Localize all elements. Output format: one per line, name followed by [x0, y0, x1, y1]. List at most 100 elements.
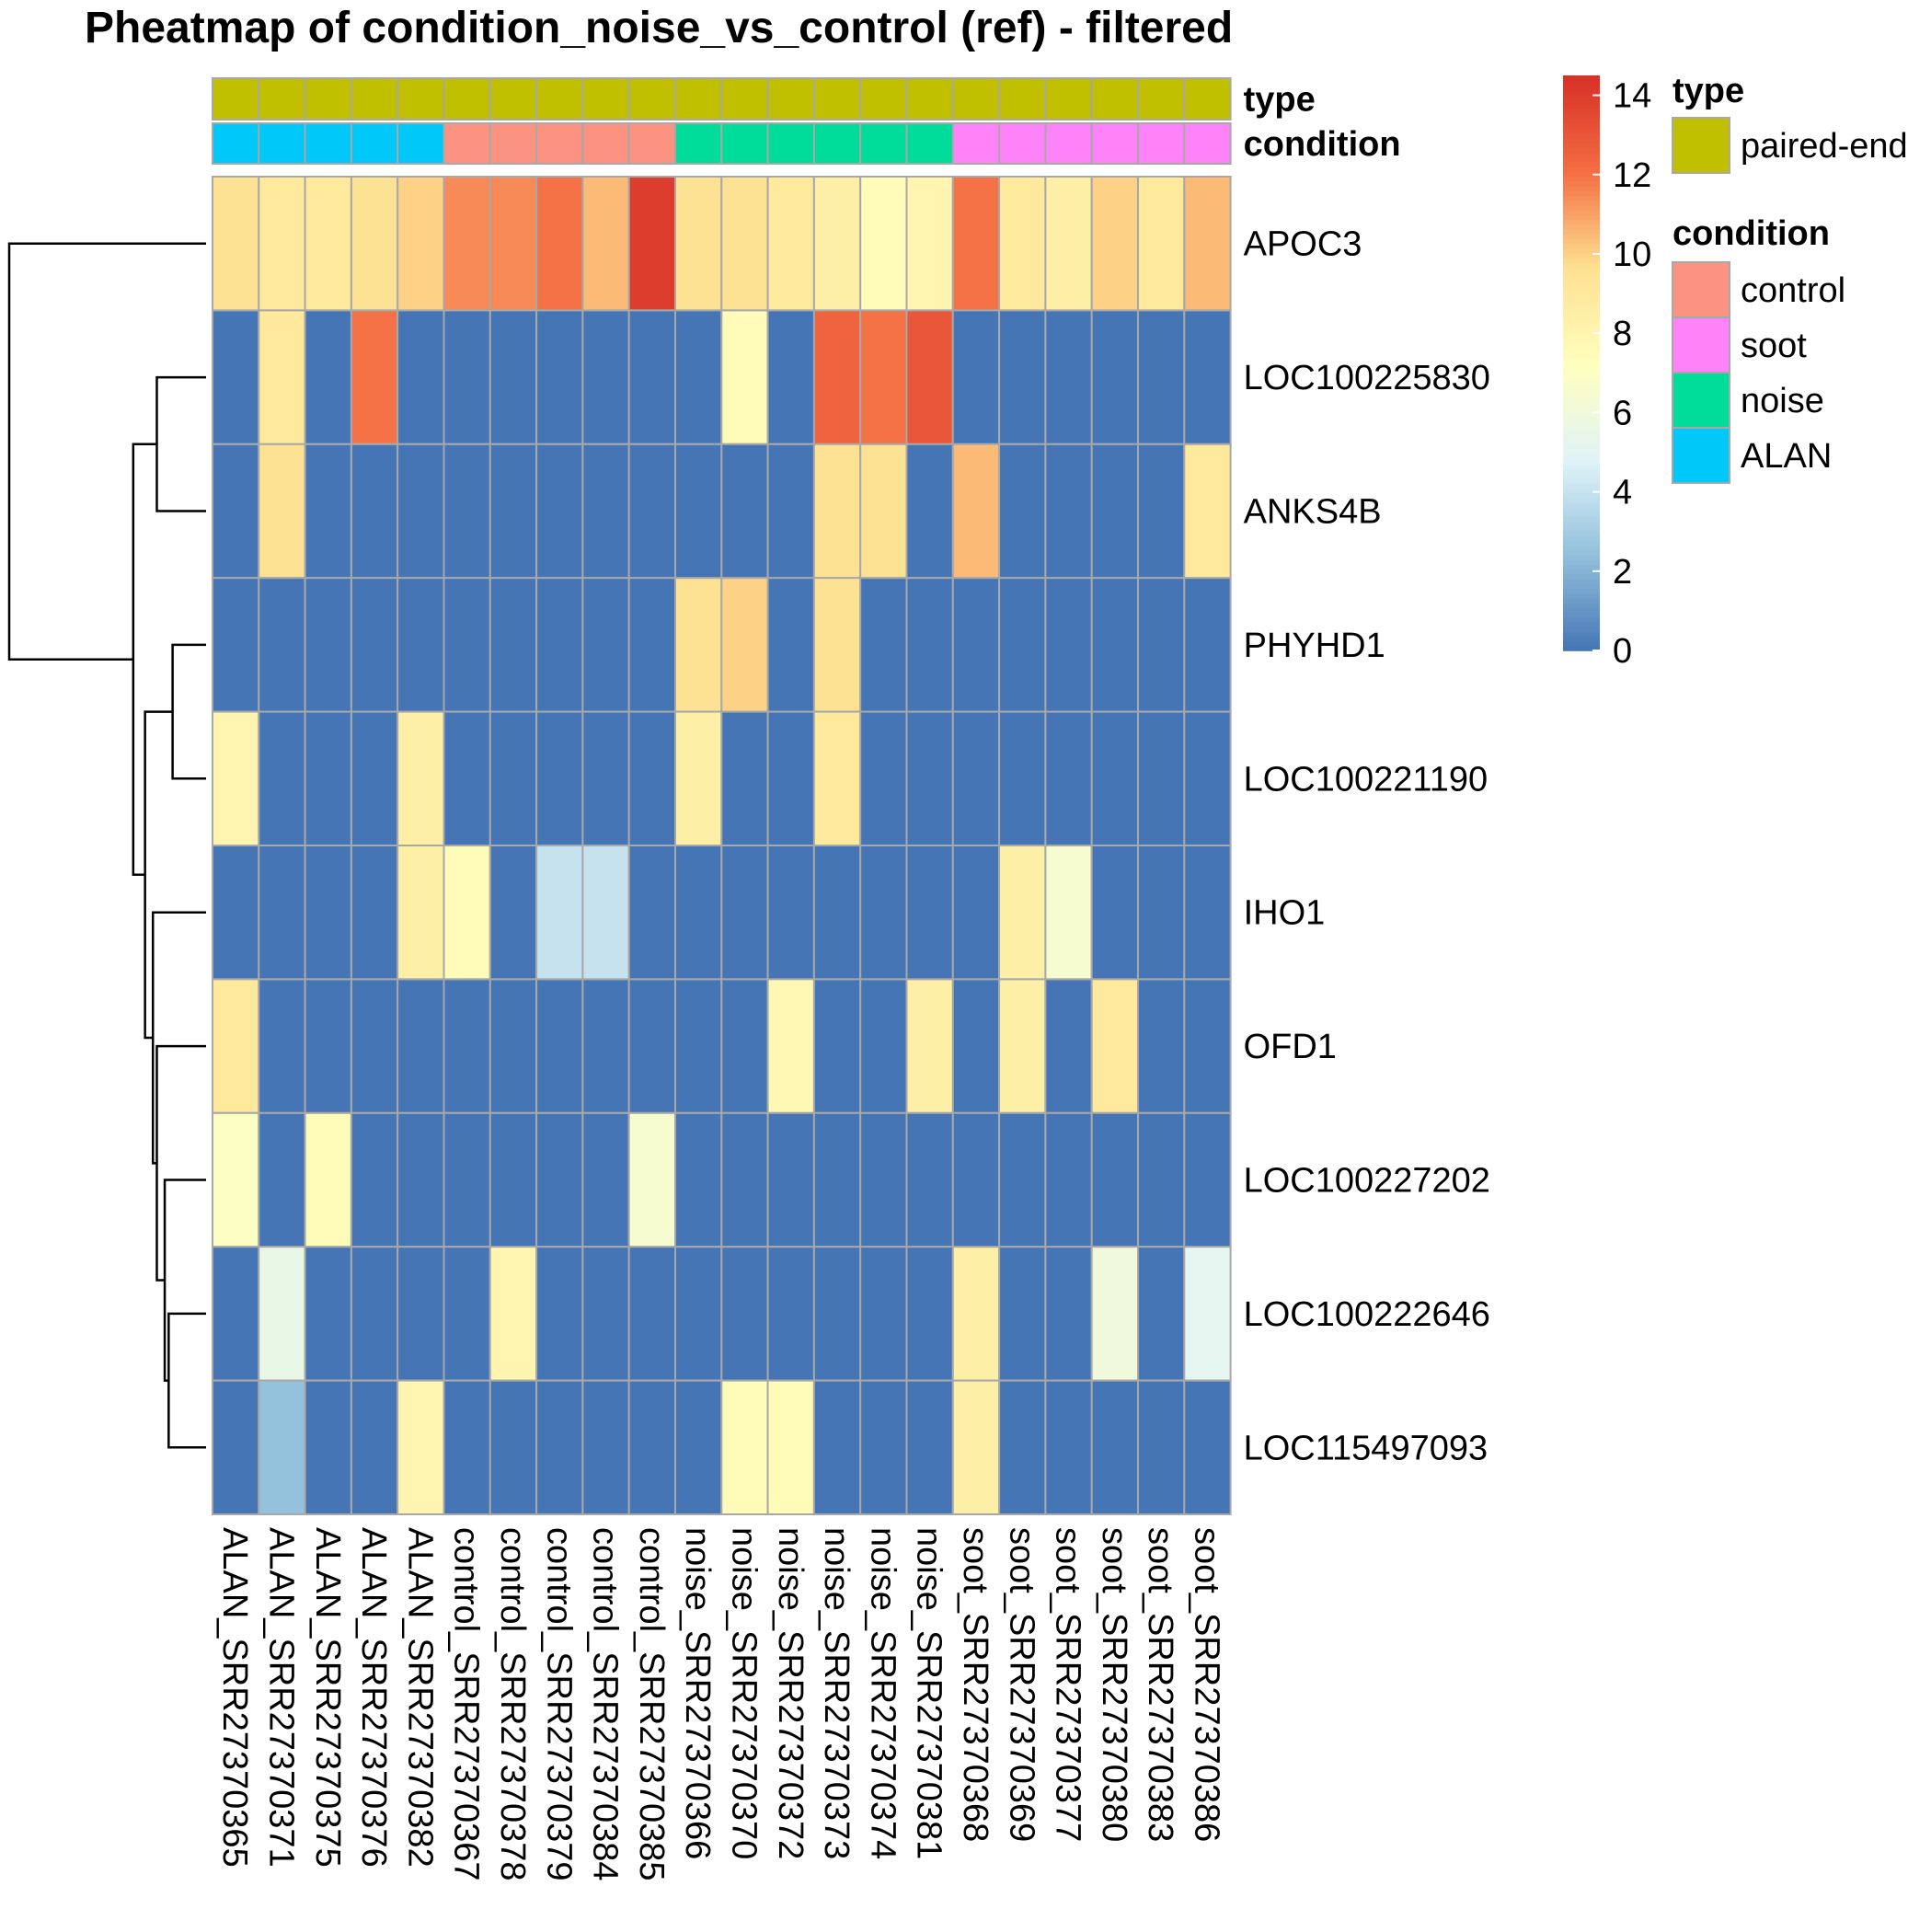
column-label: soot_SRR27370380 [1095, 1527, 1133, 1842]
heatmap-cell [488, 710, 538, 846]
heatmap-cells [212, 176, 1232, 1515]
color-scale-segment [1563, 530, 1600, 536]
color-scale-segment [1563, 224, 1600, 230]
condition-annotation-cell [535, 122, 584, 165]
column-label: ALAN_SRR27370365 [215, 1527, 254, 1868]
heatmap-cell [627, 710, 677, 846]
color-scale-segment [1563, 257, 1600, 263]
heatmap-cell [812, 845, 862, 981]
heatmap-cell [1183, 845, 1232, 981]
heatmap-cell [488, 1379, 538, 1515]
color-scale-segment [1563, 190, 1600, 197]
heatmap-cell [1183, 978, 1232, 1114]
color-scale-segment [1563, 142, 1600, 148]
color-scale-segment [1563, 85, 1600, 91]
heatmap-cell [627, 309, 677, 445]
condition-annotation-cell [766, 122, 815, 165]
color-scale-segment [1563, 262, 1600, 269]
color-scale-segment [1563, 329, 1600, 336]
heatmap-cell [812, 309, 862, 445]
color-scale-segment [1563, 511, 1600, 517]
heatmap-cell [812, 978, 862, 1114]
heatmap-cell [766, 443, 815, 580]
condition-annotation-cell [1090, 122, 1139, 165]
heatmap-cell [905, 978, 954, 1114]
heatmap-cell [859, 443, 908, 580]
color-scale-segment [1563, 444, 1600, 451]
column-labels: ALAN_SRR27370365 ALAN_SRR27370371 ALAN_SRR… [215, 1527, 1225, 1881]
color-scale-segment [1563, 559, 1600, 566]
heatmap-cell [443, 1111, 491, 1248]
annotation-label-type: type [1244, 81, 1316, 120]
column-label: noise_SRR27370373 [817, 1527, 856, 1859]
color-scale-segment [1563, 592, 1600, 599]
color-scale-segment [1563, 420, 1600, 427]
heatmap-cell [581, 443, 630, 580]
heatmap-cell [304, 577, 352, 713]
color-scale-segment [1563, 310, 1600, 316]
heatmap-cell [720, 577, 769, 713]
heatmap-cell [905, 1111, 954, 1248]
type-annotation-cell [1137, 77, 1186, 121]
heatmap-cell [397, 443, 445, 580]
color-scale-segment [1563, 588, 1600, 594]
row-dendrogram [7, 242, 206, 1449]
type-annotation-cell [443, 77, 491, 121]
heatmap-cell [1183, 443, 1232, 580]
heatmap-cell [1183, 1379, 1232, 1515]
heatmap-cell [535, 1246, 584, 1382]
annotation-legends: type paired-end condition control soot noise A… [1672, 72, 1908, 484]
color-scale-segment [1563, 430, 1600, 436]
heatmap-cell [212, 577, 260, 713]
heatmap-cell [1183, 176, 1232, 312]
legend-swatch-type [1672, 117, 1730, 174]
heatmap-cell [488, 577, 538, 713]
heatmap-cell [488, 443, 538, 580]
color-scale-segment [1563, 348, 1600, 354]
heatmap-cell [212, 443, 260, 580]
heatmap-cell [951, 710, 1001, 846]
heatmap-cell [859, 309, 908, 445]
heatmap-cell [1183, 710, 1232, 846]
type-annotation-cell [350, 77, 399, 121]
heatmap-cell [212, 1379, 260, 1515]
color-scale-segment [1563, 305, 1600, 312]
color-scale-segment [1563, 161, 1600, 167]
color-scale-segment [1563, 525, 1600, 532]
color-scale-segment [1563, 214, 1600, 221]
row-label: OFD1 [1244, 1028, 1337, 1066]
heatmap-cell [397, 309, 445, 445]
column-label: noise_SRR27370366 [678, 1527, 717, 1859]
color-scale-segment [1563, 132, 1600, 139]
heatmap-cell [1090, 710, 1139, 846]
column-label: noise_SRR27370374 [863, 1527, 902, 1859]
heatmap-cell [443, 978, 491, 1114]
heatmap-cell [766, 176, 815, 312]
heatmap-cell [1044, 443, 1093, 580]
heatmap-cell [1137, 176, 1186, 312]
heatmap-cell [581, 845, 630, 981]
heatmap-cell [998, 845, 1047, 981]
color-scale-tick-label: 10 [1613, 236, 1651, 274]
heatmap-cell [627, 978, 677, 1114]
color-scale-segment [1563, 271, 1600, 278]
heatmap-cell [674, 309, 723, 445]
heatmap-cell [859, 1111, 908, 1248]
heatmap-cell [535, 1379, 584, 1515]
type-annotation-cell [998, 77, 1047, 121]
row-label: IHO1 [1244, 894, 1326, 933]
heatmap-cell [1090, 845, 1139, 981]
heatmap-cell [581, 1111, 630, 1248]
heatmap-cell [720, 1111, 769, 1248]
type-annotation-cell [1044, 77, 1093, 121]
type-annotation-cell [812, 77, 862, 121]
heatmap-cell [581, 978, 630, 1114]
color-scale-segment [1563, 94, 1600, 100]
heatmap-cell [720, 1379, 769, 1515]
heatmap-cell [859, 176, 908, 312]
color-scale-segment [1563, 621, 1600, 627]
heatmap-cell [258, 443, 306, 580]
heatmap-cell [812, 710, 862, 846]
color-scale-segment [1563, 482, 1600, 489]
heatmap-cell [258, 1379, 306, 1515]
